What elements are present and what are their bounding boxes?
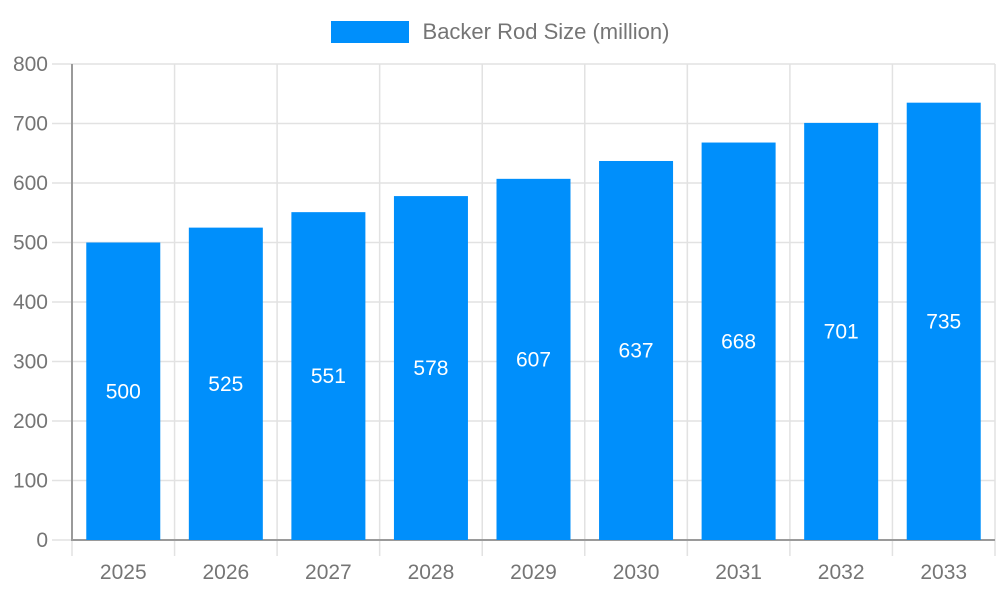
x-axis-tick-label: 2030 [613,561,660,584]
bar-2028[interactable] [393,196,468,540]
legend-swatch-icon [330,21,409,43]
y-axis-tick-label: 700 [13,113,48,136]
x-axis-tick-label: 2025 [100,561,147,584]
bar-value-label: 578 [413,357,448,380]
bar-2027[interactable] [291,212,366,540]
bar-value-label: 500 [106,380,141,403]
bar-value-label: 607 [516,348,551,371]
x-axis-tick-label: 2029 [510,561,557,584]
bar-value-label: 637 [619,339,654,362]
y-axis-tick-label: 400 [13,291,48,314]
bar-value-label: 551 [311,365,346,388]
bar-2031[interactable] [701,142,776,541]
bar-2030[interactable] [599,160,674,541]
x-axis-tick-label: 2032 [818,561,865,584]
y-axis-tick-label: 200 [13,410,48,433]
y-axis-tick-label: 100 [13,470,48,493]
legend[interactable]: Backer Rod Size (million) [0,21,1000,43]
x-axis-tick-label: 2031 [715,561,762,584]
bar-2029[interactable] [496,178,571,540]
bar-2032[interactable] [804,122,879,540]
x-axis-tick-label: 2028 [408,561,455,584]
bar-value-label: 735 [926,310,961,333]
bar-value-label: 525 [208,373,243,396]
x-axis-tick-label: 2027 [305,561,352,584]
bar-2026[interactable] [188,227,263,540]
x-axis-tick-label: 2033 [920,561,967,584]
legend-label: Backer Rod Size (million) [422,19,670,44]
bar-value-label: 701 [824,320,859,343]
bar-2025[interactable] [86,242,161,541]
y-axis-tick-label: 300 [13,351,48,374]
bar-2033[interactable] [906,102,981,541]
y-axis-tick-label: 800 [13,53,48,76]
y-axis-tick-label: 500 [13,232,48,255]
y-axis-tick-label: 0 [36,529,48,552]
y-axis-tick-label: 600 [13,172,48,195]
bar-value-label: 668 [721,330,756,353]
x-axis-tick-label: 2026 [202,561,249,584]
